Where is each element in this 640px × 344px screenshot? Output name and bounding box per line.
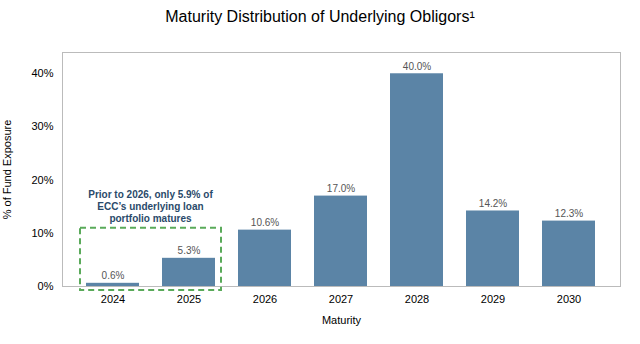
svg-text:2030: 2030 xyxy=(557,293,581,305)
svg-text:Maturity: Maturity xyxy=(322,314,362,326)
svg-text:40%: 40% xyxy=(31,67,53,79)
svg-text:2025: 2025 xyxy=(177,293,201,305)
svg-text:% of Fund Exposure: % of Fund Exposure xyxy=(1,120,13,220)
svg-text:10%: 10% xyxy=(31,227,53,239)
svg-text:40.0%: 40.0% xyxy=(403,61,431,72)
html-text:Maturity Distribution of Under: Maturity Distribution of Underlying Obli… xyxy=(165,8,475,25)
svg-text:0%: 0% xyxy=(38,280,54,292)
svg-text:2026: 2026 xyxy=(253,293,277,305)
svg-text:17.0%: 17.0% xyxy=(327,183,355,194)
svg-text:5.3%: 5.3% xyxy=(178,245,201,256)
svg-text:20%: 20% xyxy=(31,174,53,186)
svg-text:Prior to 2026, only 5.9% ofECC: Prior to 2026, only 5.9% ofECC’s underly… xyxy=(88,189,213,224)
svg-text:2024: 2024 xyxy=(101,293,125,305)
svg-text:14.2%: 14.2% xyxy=(479,198,507,209)
svg-text:2029: 2029 xyxy=(481,293,505,305)
svg-text:2028: 2028 xyxy=(405,293,429,305)
svg-text:0.6%: 0.6% xyxy=(102,270,125,281)
svg-text:12.3%: 12.3% xyxy=(555,208,583,219)
svg-text:2027: 2027 xyxy=(329,293,353,305)
svg-text:30%: 30% xyxy=(31,120,53,132)
svg-text:10.6%: 10.6% xyxy=(251,217,279,228)
